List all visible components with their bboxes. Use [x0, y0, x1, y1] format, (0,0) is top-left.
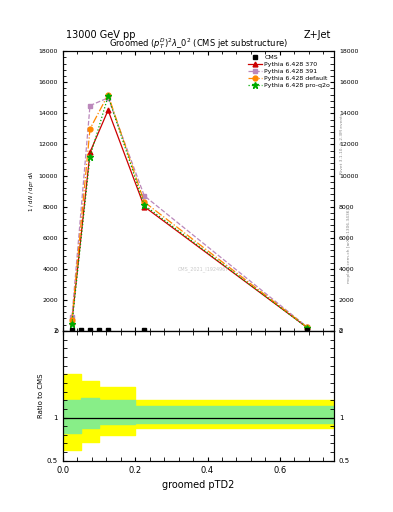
CMS — [79, 327, 83, 333]
Pythia 6.428 391 — [88, 102, 92, 109]
Pythia 6.428 370 — [70, 318, 74, 325]
Pythia 6.428 default — [106, 92, 110, 98]
CMS — [97, 327, 101, 333]
Pythia 6.428 370 — [88, 149, 92, 155]
Text: Z+Jet: Z+Jet — [304, 30, 331, 40]
Line: Pythia 6.428 391: Pythia 6.428 391 — [70, 95, 309, 329]
X-axis label: groomed pTD2: groomed pTD2 — [162, 480, 235, 490]
Y-axis label: 1 / $\mathrm{d}N$ / $\mathrm{d}p_T$ $\mathrm{d}\lambda$: 1 / $\mathrm{d}N$ / $\mathrm{d}p_T$ $\ma… — [27, 170, 36, 211]
Pythia 6.428 370 — [305, 324, 309, 330]
Text: Rivet 3.1.10, ≥ 2.3M events: Rivet 3.1.10, ≥ 2.3M events — [340, 113, 344, 174]
Pythia 6.428 default — [88, 126, 92, 132]
Pythia 6.428 pro-q2o — [305, 325, 309, 331]
Title: Groomed $(p_T^D)^2\lambda\_0^2$ (CMS jet substructure): Groomed $(p_T^D)^2\lambda\_0^2$ (CMS jet… — [109, 36, 288, 51]
CMS — [305, 327, 309, 333]
Pythia 6.428 391 — [305, 324, 309, 330]
CMS — [142, 327, 147, 333]
Pythia 6.428 default — [70, 317, 74, 323]
Pythia 6.428 default — [142, 199, 147, 205]
Line: CMS: CMS — [70, 328, 309, 333]
Pythia 6.428 pro-q2o — [70, 321, 74, 327]
CMS — [70, 327, 74, 333]
Text: CMS_2021_I1924967: CMS_2021_I1924967 — [178, 267, 230, 272]
Legend: CMS, Pythia 6.428 370, Pythia 6.428 391, Pythia 6.428 default, Pythia 6.428 pro-: CMS, Pythia 6.428 370, Pythia 6.428 391,… — [248, 54, 331, 89]
Line: Pythia 6.428 370: Pythia 6.428 370 — [70, 108, 309, 330]
Pythia 6.428 pro-q2o — [142, 202, 147, 208]
Line: Pythia 6.428 default: Pythia 6.428 default — [70, 92, 309, 330]
Pythia 6.428 391 — [106, 95, 110, 101]
Pythia 6.428 370 — [106, 107, 110, 113]
Pythia 6.428 pro-q2o — [88, 154, 92, 160]
Pythia 6.428 391 — [70, 314, 74, 320]
Y-axis label: Ratio to CMS: Ratio to CMS — [38, 374, 44, 418]
Pythia 6.428 370 — [142, 204, 147, 210]
Pythia 6.428 pro-q2o — [106, 93, 110, 99]
Text: 13000 GeV pp: 13000 GeV pp — [66, 30, 135, 40]
CMS — [88, 327, 92, 333]
Pythia 6.428 default — [305, 324, 309, 330]
Text: mcplots.cern.ch [arXiv:1306.3436]: mcplots.cern.ch [arXiv:1306.3436] — [347, 208, 351, 283]
CMS — [106, 327, 110, 333]
Pythia 6.428 391 — [142, 193, 147, 199]
Line: Pythia 6.428 pro-q2o: Pythia 6.428 pro-q2o — [69, 93, 310, 331]
